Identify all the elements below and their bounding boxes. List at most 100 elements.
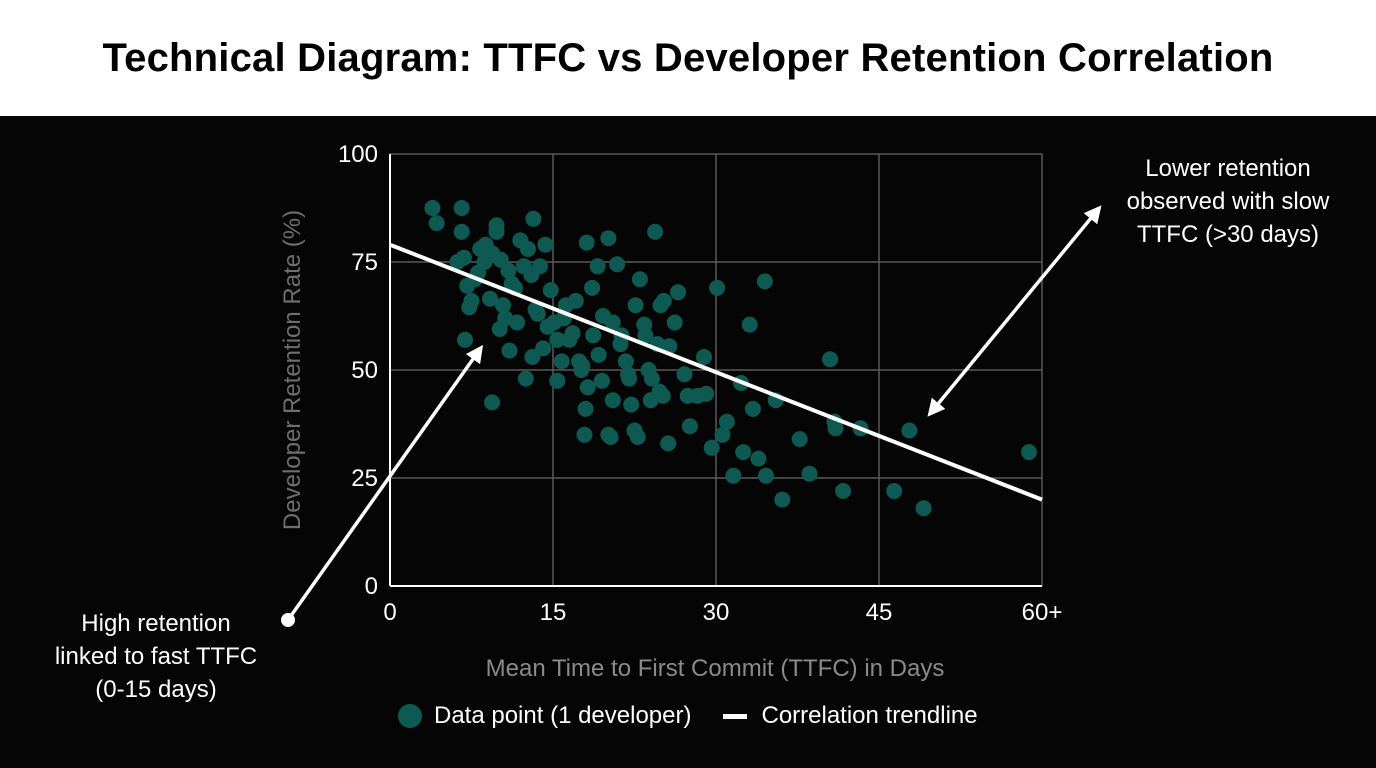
right-annotation-line: TTFC (>30 days) — [1136, 221, 1320, 248]
data-point — [604, 314, 621, 331]
right-annotation: Lower retention observed with slow TTFC … — [1108, 152, 1348, 251]
data-point — [647, 223, 664, 240]
data-point — [509, 314, 526, 331]
data-point — [535, 340, 552, 357]
data-point — [750, 450, 767, 467]
data-point — [681, 418, 698, 435]
data-point — [758, 467, 774, 484]
data-point — [453, 200, 470, 216]
data-point — [428, 215, 445, 232]
data-point — [801, 465, 818, 482]
data-point — [524, 349, 541, 365]
data-point — [501, 342, 518, 359]
data-point — [532, 258, 548, 275]
data-point — [714, 426, 731, 443]
data-point — [621, 370, 638, 387]
data-point — [424, 200, 441, 216]
data-point — [593, 372, 610, 389]
data-point — [835, 483, 852, 499]
data-point — [643, 370, 660, 387]
data-point — [461, 299, 478, 316]
y-axis-label: Developer Retention Rate (%) — [279, 210, 306, 530]
chart-panel — [0, 116, 1376, 768]
left-annotation-arrow — [286, 344, 484, 622]
data-point — [629, 429, 646, 445]
data-point — [756, 273, 773, 290]
data-point — [703, 439, 720, 456]
data-point — [602, 429, 619, 445]
annotation-arrows — [281, 205, 1102, 627]
data-point — [791, 431, 808, 448]
y-tick-label: 50 — [351, 357, 378, 384]
data-point — [500, 262, 517, 279]
axes — [389, 154, 1042, 587]
data-point — [564, 325, 581, 342]
data-point — [1021, 444, 1037, 461]
data-point — [517, 370, 534, 387]
x-tick-label: 0 — [383, 599, 396, 626]
data-point — [886, 483, 903, 499]
data-point — [578, 234, 595, 251]
data-point — [709, 279, 726, 296]
data-point — [549, 331, 566, 348]
data-point — [600, 230, 617, 247]
data-point — [604, 392, 621, 409]
legend-points-label: Data point (1 developer) — [434, 702, 692, 729]
data-point — [539, 318, 556, 335]
legend: Data point (1 developer) Correlation tre… — [398, 702, 978, 730]
data-point — [631, 271, 648, 288]
title-bar: Technical Diagram: TTFC vs Developer Ret… — [0, 0, 1376, 116]
data-point — [612, 336, 629, 353]
data-point — [484, 394, 501, 411]
tick-labels: 0 15 30 45 60+ 0 25 50 75 100 — [338, 141, 1062, 626]
data-point — [529, 305, 546, 322]
grid-lines — [389, 153, 1043, 587]
data-point — [774, 491, 791, 508]
data-point — [520, 241, 536, 257]
data-point — [573, 362, 590, 378]
data-points — [424, 200, 1037, 517]
trendline — [389, 242, 1043, 502]
data-point — [558, 297, 574, 314]
trendline-group — [389, 242, 1043, 502]
data-point — [666, 314, 683, 331]
data-point — [617, 353, 634, 370]
y-tick-label: 25 — [351, 465, 378, 492]
data-point — [915, 500, 932, 517]
data-point — [589, 258, 606, 275]
data-point — [553, 353, 570, 370]
data-point — [453, 223, 470, 240]
legend-line-label: Correlation trendline — [761, 702, 978, 729]
x-axis-label: Mean Time to First Commit (TTFC) in Days — [486, 655, 945, 682]
legend-point-swatch — [398, 704, 422, 728]
data-point — [822, 351, 839, 368]
left-annotation-dot — [281, 613, 295, 627]
data-point — [660, 435, 677, 452]
x-tick-label: 45 — [866, 599, 893, 626]
data-point — [476, 254, 493, 270]
data-point — [577, 400, 594, 417]
data-point — [670, 284, 686, 301]
right-annotation-arrow — [927, 205, 1102, 417]
data-point — [576, 426, 593, 443]
data-point — [741, 316, 758, 333]
y-tick-label: 100 — [338, 141, 378, 168]
data-point — [901, 422, 918, 439]
right-annotation-line: observed with slow — [1126, 188, 1330, 215]
data-point — [698, 385, 715, 402]
data-point — [725, 467, 742, 484]
data-point — [579, 379, 596, 396]
data-point — [542, 282, 559, 299]
x-tick-label: 15 — [540, 599, 567, 626]
data-point — [744, 400, 761, 417]
data-point — [495, 297, 511, 314]
data-point — [590, 346, 607, 363]
data-point — [676, 366, 693, 383]
x-tick-label: 30 — [703, 599, 730, 626]
data-point — [488, 223, 505, 240]
data-point — [549, 372, 566, 389]
data-point — [827, 420, 844, 437]
data-point — [627, 297, 644, 314]
data-point — [537, 236, 554, 253]
